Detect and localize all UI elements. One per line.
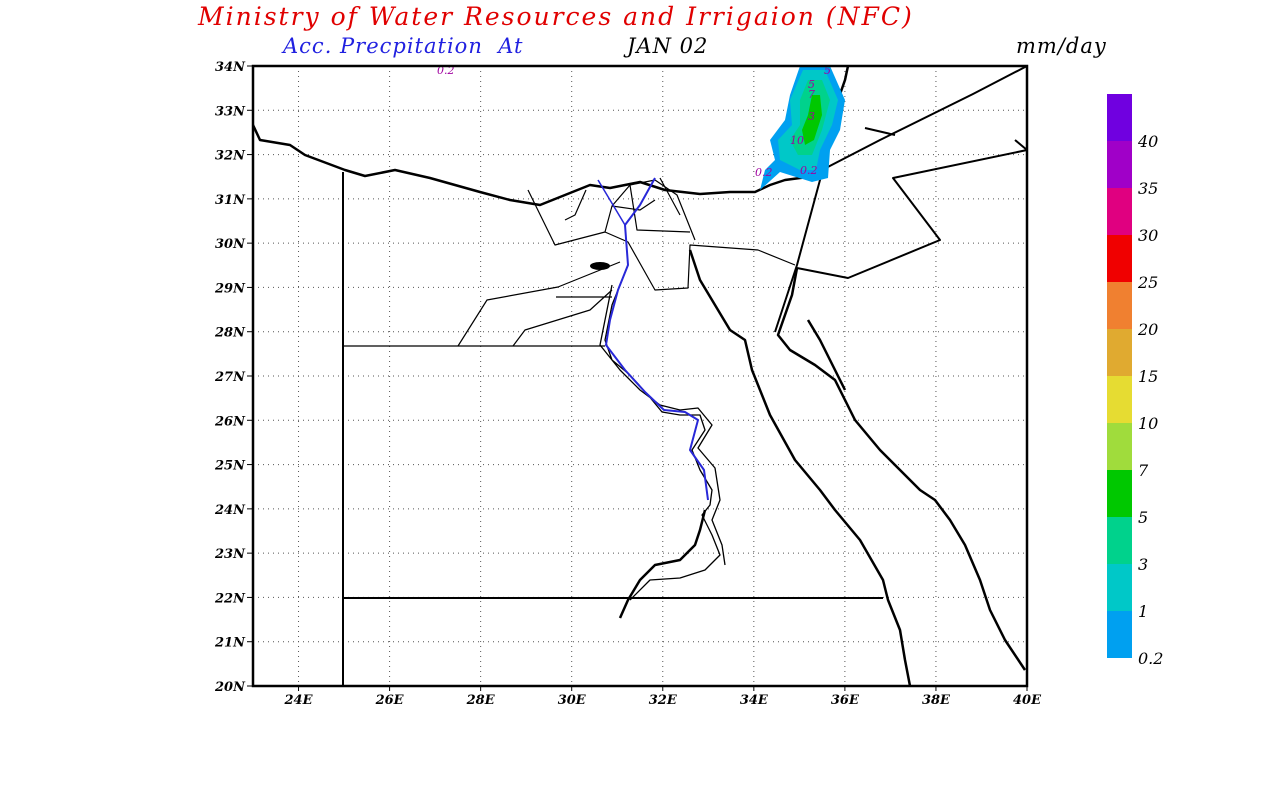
lon-tick-label: 24E	[284, 693, 314, 708]
legend-label: 35	[1138, 179, 1158, 198]
legend-swatch	[1107, 564, 1132, 611]
legend-swatch	[1107, 470, 1132, 517]
contour-label: 5	[824, 64, 831, 77]
variable-label: Acc. Precpitation At	[283, 34, 523, 58]
gulf-of-suez-west	[688, 249, 912, 687]
lat-tick-label: 34N	[215, 60, 246, 75]
lon-tick-label: 38E	[922, 693, 951, 708]
legend-label: 5	[1138, 508, 1148, 527]
legend-swatch	[1107, 611, 1132, 658]
contour-label: 0.2	[800, 164, 818, 177]
legend-label: 1	[1138, 602, 1148, 621]
legend-label: 15	[1138, 367, 1158, 386]
lat-tick-label: 26N	[214, 414, 246, 429]
lat-tick-label: 23N	[214, 547, 246, 562]
lat-tick-label: 25N	[214, 459, 246, 474]
nile-channel	[605, 177, 709, 501]
lon-tick-label: 32E	[649, 693, 678, 708]
lon-tick-label: 34E	[740, 693, 769, 708]
lat-tick-label: 27N	[214, 370, 246, 385]
nile-valley-outline	[599, 264, 726, 601]
mediterranean-coast	[251, 124, 821, 207]
legend-swatch	[1107, 235, 1132, 282]
legend-swatch	[1107, 141, 1132, 188]
lat-tick-label: 32N	[215, 149, 246, 164]
lat-tick-label: 31N	[215, 193, 246, 208]
lat-tick-label: 28N	[214, 326, 246, 341]
lon-tick-label: 26E	[375, 693, 405, 708]
lat-tick-label: 20N	[214, 680, 246, 695]
legend-label: 7	[1138, 461, 1149, 480]
legend-label: 20	[1137, 320, 1158, 339]
gulf-of-aqaba	[806, 319, 847, 391]
variable-name: Acc. Precpitation	[283, 34, 483, 58]
jordan-border	[796, 65, 1028, 279]
legend-label: 3	[1138, 555, 1148, 574]
date-label: JAN 02	[627, 34, 709, 58]
lat-tick-label: 30N	[215, 237, 246, 252]
lon-tick-label: 40E	[1013, 693, 1042, 708]
contour-labels: 0.2 0.2 0.2 10 3 7 5 5	[437, 64, 831, 179]
political-borders	[342, 65, 1028, 686]
map-title: Ministry of Water Resources and Irrigaio…	[198, 2, 914, 31]
map-frame	[251, 64, 1029, 688]
legend-swatch	[1107, 423, 1132, 470]
delta-boundaries	[457, 177, 796, 347]
lon-tick-label: 30E	[558, 693, 587, 708]
legend-label: 0.2	[1138, 649, 1163, 668]
contour-label: 7	[808, 88, 815, 101]
contour-label: 3	[808, 110, 815, 123]
gulf-of-suez-east	[776, 267, 1027, 671]
lat-tick-label: 22N	[214, 591, 246, 606]
latitude-axis: 34N 33N 32N 31N 30N 29N 28N 27N 26N 25N 24N 23N 22N 2…	[214, 60, 253, 695]
saudi-internal-line	[864, 127, 1028, 151]
sinai-east-border	[774, 163, 823, 333]
units-label: mm/day	[1016, 34, 1107, 58]
lat-tick-label: 33N	[215, 104, 246, 119]
legend-label: 40	[1137, 132, 1158, 151]
lon-tick-label: 36E	[831, 693, 860, 708]
legend-label: 30	[1138, 226, 1158, 245]
precipitation-field	[760, 66, 845, 190]
legend-swatch	[1107, 94, 1132, 141]
contour-label: 10	[790, 134, 804, 147]
colour-legend: 40 35 30 25 20 15 10 7 5 3 1 0.2	[1107, 94, 1163, 668]
coastlines	[251, 65, 1027, 687]
at-label: At	[498, 34, 524, 58]
legend-swatch	[1107, 329, 1132, 376]
legend-label: 10	[1138, 414, 1158, 433]
legend-swatch	[1107, 517, 1132, 564]
lon-tick-label: 28E	[466, 693, 496, 708]
legend-label: 25	[1137, 273, 1158, 292]
lake-qarun	[590, 262, 610, 270]
nile-river	[597, 177, 726, 619]
longitude-axis: 24E 26E 28E 30E 32E 34E 36E 38E 40E	[284, 686, 1042, 708]
legend-swatch	[1107, 376, 1132, 423]
rain-area-5	[802, 95, 822, 145]
graticule	[253, 66, 1027, 686]
rosetta-branch	[597, 179, 626, 226]
lat-tick-label: 29N	[214, 281, 246, 296]
lake-nasser	[618, 509, 707, 619]
lat-tick-label: 24N	[214, 503, 246, 518]
legend-swatch	[1107, 188, 1132, 235]
contour-label: 0.2	[755, 166, 773, 179]
contour-label: 5	[808, 78, 815, 91]
lat-tick-label: 21N	[214, 636, 246, 651]
legend-swatch	[1107, 282, 1132, 329]
